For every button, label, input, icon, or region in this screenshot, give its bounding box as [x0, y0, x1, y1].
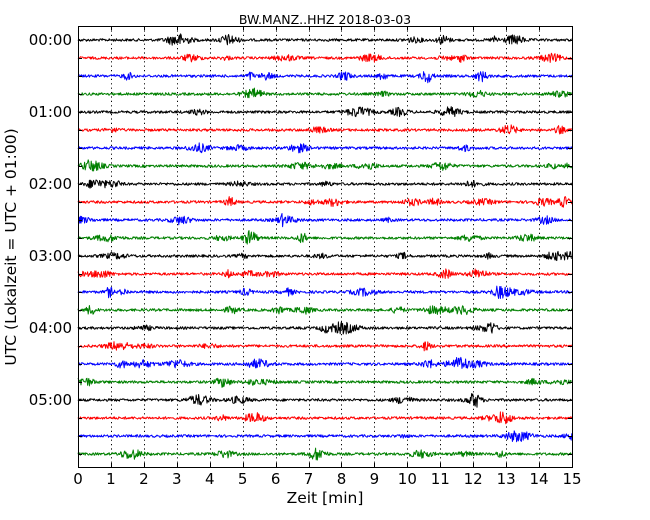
trace-line [77, 393, 573, 408]
x-tick-label: 5 [238, 470, 248, 488]
x-tick-label: 11 [431, 470, 450, 488]
y-tick-label: 01:00 [29, 103, 72, 121]
x-tick-label: 10 [398, 470, 417, 488]
x-tick-label: 7 [304, 470, 314, 488]
x-tick-label: 15 [562, 470, 581, 488]
trace-line [77, 52, 573, 63]
x-tick-label: 12 [464, 470, 483, 488]
trace-line [77, 87, 573, 99]
x-tick-label: 3 [172, 470, 182, 488]
x-tick-label: 9 [370, 470, 380, 488]
grid-lines [111, 26, 540, 467]
x-tick-label: 0 [73, 470, 83, 488]
x-tick-label: 6 [271, 470, 281, 488]
trace-line [77, 71, 573, 84]
trace-line [77, 250, 573, 262]
trace-line [77, 230, 573, 245]
y-tick-label: 00:00 [29, 31, 72, 49]
traces [77, 33, 573, 461]
trace-line [77, 285, 573, 300]
trace-line [77, 377, 573, 388]
trace-line [77, 33, 572, 46]
x-tick-label: 2 [139, 470, 149, 488]
trace-line [77, 411, 573, 425]
trace-line [77, 447, 573, 461]
y-axis-label: UTC (Lokalzeit = UTC + 01:00) [2, 128, 20, 365]
trace-line [77, 321, 573, 335]
x-tick-label: 8 [337, 470, 347, 488]
trace-line [77, 106, 572, 118]
y-tick-label: 03:00 [29, 247, 72, 265]
trace-line [77, 430, 573, 443]
trace-line [77, 179, 573, 189]
x-tick-label: 1 [106, 470, 116, 488]
trace-line [77, 268, 573, 279]
y-tick-label: 02:00 [29, 175, 72, 193]
x-tick-label: 4 [205, 470, 215, 488]
trace-line [77, 159, 573, 172]
x-tick-label: 14 [530, 470, 549, 488]
chart-title: BW.MANZ..HHZ 2018-03-03 [239, 12, 411, 27]
y-tick-label: 04:00 [29, 319, 72, 337]
y-tick-labels: 00:00 01:00 02:00 03:00 04:00 05:00 [29, 31, 72, 409]
y-tick-label: 05:00 [29, 391, 72, 409]
x-tick-labels: 0 1 2 3 4 5 6 7 8 9 10 11 12 13 14 15 [73, 470, 581, 488]
trace-line [77, 356, 573, 369]
trace-line [77, 212, 572, 228]
x-tick-label: 13 [497, 470, 516, 488]
trace-line [77, 142, 573, 154]
trace-line [77, 341, 573, 352]
trace-line [77, 305, 573, 316]
trace-line [77, 124, 572, 135]
plot-frame [78, 26, 573, 468]
x-axis-label: Zeit [min] [287, 489, 364, 507]
trace-line [77, 195, 573, 208]
